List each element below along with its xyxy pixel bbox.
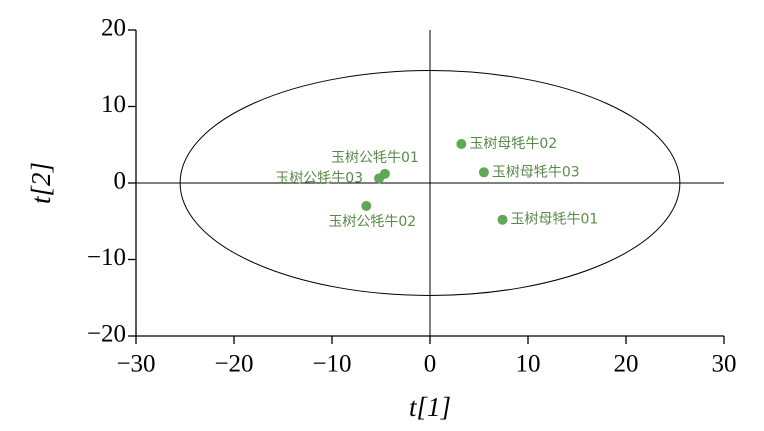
y-axis-label: t[2] (26, 162, 56, 204)
point (478, 167, 489, 178)
confidence-ellipse (179, 70, 681, 296)
point-label: 玉树公牦牛02 (328, 214, 416, 230)
x-tick-label: 30 (712, 351, 737, 378)
point-label: 玉树公牦牛01 (331, 150, 419, 166)
point (456, 138, 467, 149)
point-label: 玉树母牦牛03 (492, 164, 580, 180)
y-tick-label: 10 (101, 91, 126, 118)
point (361, 200, 372, 211)
x-tick-label: 0 (424, 351, 437, 378)
x-tick-label: −10 (312, 351, 351, 378)
point-label: 玉树母牦牛01 (511, 212, 599, 228)
y-tick-label: 0 (114, 168, 127, 195)
point-label: 玉树公牦牛03 (275, 170, 363, 186)
x-axis-label: t[1] (409, 392, 451, 422)
x-tick-label: −30 (116, 351, 155, 378)
y-tick-label: −20 (87, 321, 126, 348)
y-tick-label: −10 (87, 244, 126, 271)
x-tick-label: −20 (214, 351, 253, 378)
x-tick-label: 10 (516, 351, 541, 378)
point (374, 173, 385, 184)
x-tick-label: 20 (614, 351, 639, 378)
point-label: 玉树母牦牛02 (469, 136, 557, 152)
point (497, 214, 508, 225)
y-tick-label: 20 (101, 15, 126, 42)
